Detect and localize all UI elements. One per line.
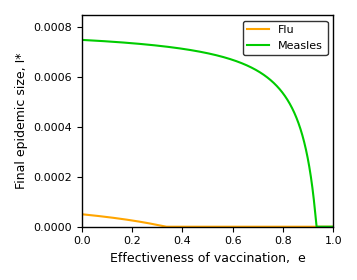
Flu	[331, 225, 335, 228]
Measles	[314, 225, 318, 228]
Y-axis label: Final epidemic size, I*: Final epidemic size, I*	[15, 53, 28, 189]
Measles	[286, 100, 291, 103]
Measles	[331, 225, 335, 228]
X-axis label: Effectiveness of vaccination,  e: Effectiveness of vaccination, e	[110, 252, 306, 265]
Flu	[164, 225, 168, 228]
Flu	[231, 225, 235, 228]
Flu	[176, 225, 180, 228]
Legend: Flu, Measles: Flu, Measles	[243, 20, 328, 55]
Flu	[80, 213, 84, 216]
Measles	[80, 38, 84, 42]
Flu	[243, 225, 247, 228]
Flu	[286, 225, 291, 228]
Measles	[243, 63, 247, 66]
Line: Measles: Measles	[82, 40, 333, 227]
Measles	[267, 78, 272, 81]
Measles	[176, 46, 180, 50]
Measles	[126, 41, 130, 45]
Line: Flu: Flu	[82, 214, 333, 227]
Flu	[126, 218, 130, 221]
Flu	[267, 225, 272, 228]
Measles	[231, 58, 235, 62]
